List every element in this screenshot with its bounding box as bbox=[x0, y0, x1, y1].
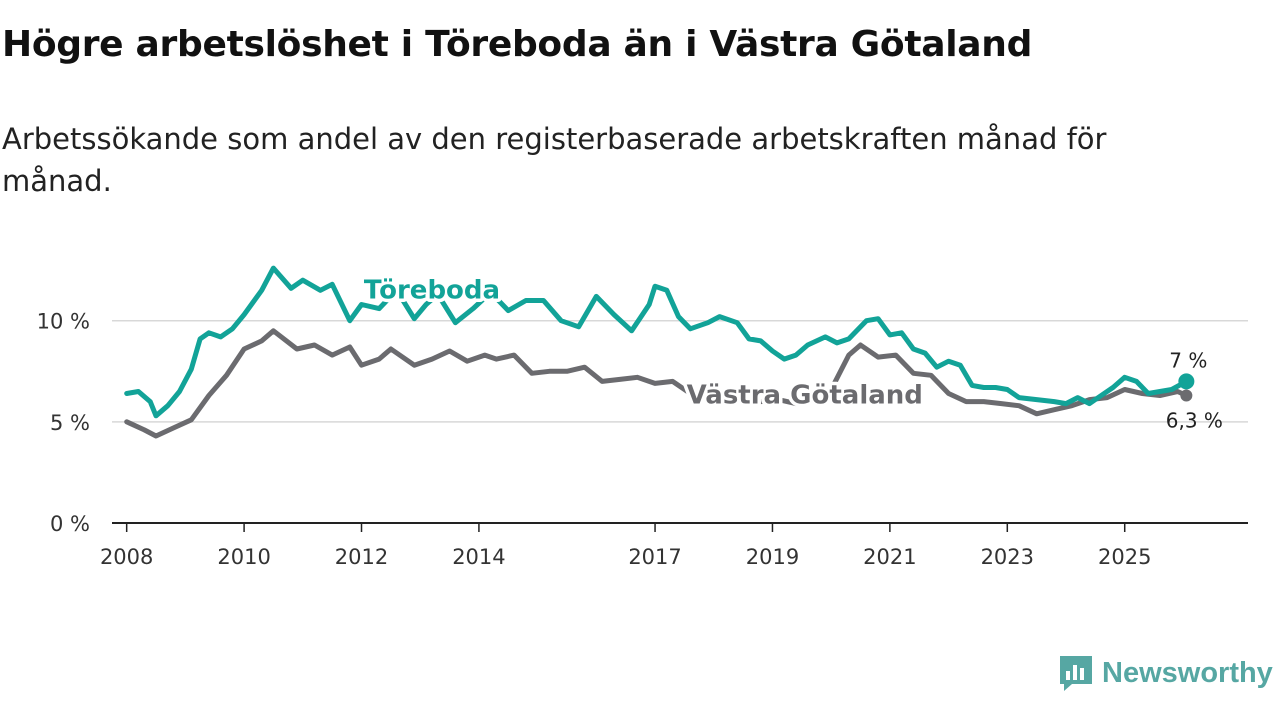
x-tick-label: 2025 bbox=[1098, 545, 1151, 569]
y-tick-label: 0 % bbox=[50, 512, 90, 536]
series bbox=[124, 265, 1195, 439]
end-point-toreboda bbox=[1178, 373, 1195, 390]
y-tick-label: 5 % bbox=[50, 411, 90, 435]
bar-chart-logo-icon bbox=[1060, 656, 1092, 691]
x-tick-label: 2023 bbox=[981, 545, 1034, 569]
x-tick-label: 2019 bbox=[746, 545, 799, 569]
y-tick-label: 10 % bbox=[37, 310, 90, 334]
x-tick-label: 2012 bbox=[335, 545, 388, 569]
newsworthy-logo[interactable]: Newsworthy bbox=[1058, 654, 1273, 692]
series-label-vastra-gotaland-halo: Västra Götaland bbox=[687, 381, 923, 411]
series-line-toreboda bbox=[124, 265, 1189, 419]
line-chart: 0 % 5 % 10 % 2008 2010 2012 2014 2017 2019 2021 20… bbox=[37, 265, 1248, 569]
end-value-label-vastra-gotaland: 6,3 % bbox=[1166, 409, 1223, 433]
series-label-toreboda-halo: Töreboda bbox=[364, 275, 500, 305]
x-tick-label: 2017 bbox=[628, 545, 681, 569]
series-line-vastra-gotaland bbox=[124, 328, 1189, 439]
end-point-vastra-gotaland bbox=[1180, 389, 1193, 402]
chart-title: Högre arbetslöshet i Töreboda än i Västr… bbox=[2, 24, 1033, 65]
x-tick-label: 2014 bbox=[452, 545, 505, 569]
chart-subtitle: Arbetssökande som andel av den registerb… bbox=[2, 122, 1107, 198]
end-value-label-toreboda: 7 % bbox=[1169, 348, 1207, 372]
x-tick-label: 2021 bbox=[863, 545, 916, 569]
x-tick-label: 2010 bbox=[217, 545, 270, 569]
series-label-toreboda-text: Töreboda bbox=[364, 275, 500, 305]
x-tick-label: 2008 bbox=[100, 545, 153, 569]
axes: 0 % 5 % 10 % 2008 2010 2012 2014 2017 2019 2021 20… bbox=[37, 310, 1248, 569]
brand-name: Newsworthy bbox=[1102, 656, 1273, 689]
series-label-vastra-gotaland-text: Västra Götaland bbox=[687, 381, 923, 411]
